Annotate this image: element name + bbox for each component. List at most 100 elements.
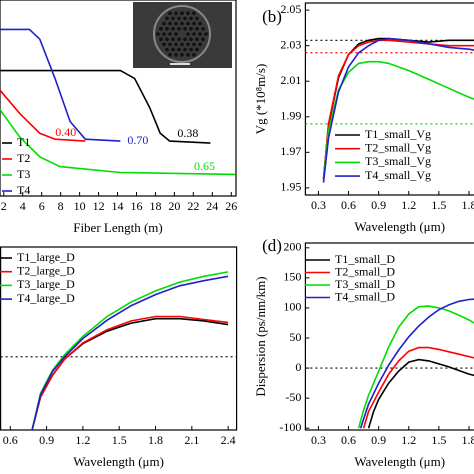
series-line bbox=[0, 109, 236, 176]
inset-hole bbox=[171, 27, 175, 31]
series-line bbox=[359, 298, 474, 429]
inset-hole bbox=[195, 16, 199, 21]
legend-label: T2_small_D bbox=[335, 264, 395, 278]
y-tick-label: 100 bbox=[283, 300, 301, 314]
x-tick-label: 0.6 bbox=[3, 433, 18, 447]
legend-label: T3_small_Vg bbox=[365, 154, 431, 168]
inset-hole bbox=[189, 37, 193, 41]
x-tick-label: 18 bbox=[149, 199, 161, 213]
inset-hole bbox=[168, 21, 172, 26]
inset-hole bbox=[186, 42, 190, 47]
x-tick-label: 22 bbox=[187, 199, 199, 213]
y-tick-label: 0 bbox=[295, 360, 301, 374]
x-tick-label: 8 bbox=[58, 199, 64, 213]
inset-hole bbox=[174, 32, 178, 36]
legend-label: T2 bbox=[17, 151, 30, 165]
inset-hole bbox=[192, 21, 196, 26]
legend-label: T3_small_D bbox=[335, 277, 395, 291]
plot-frame bbox=[0, 246, 238, 431]
x-tick-label: 1.2 bbox=[401, 433, 416, 447]
x-tick-label: 1.5 bbox=[431, 433, 446, 447]
inset-hole bbox=[201, 37, 205, 41]
series-line bbox=[362, 346, 474, 429]
y-tick-label: -100 bbox=[279, 420, 301, 434]
x-tick-label: 0.6 bbox=[341, 198, 356, 212]
inset-hole bbox=[192, 11, 196, 15]
inset-hole bbox=[174, 21, 178, 26]
series-line bbox=[367, 358, 474, 429]
series-line bbox=[0, 89, 86, 142]
series-line bbox=[0, 28, 121, 142]
y-tick-label: 150 bbox=[283, 270, 301, 284]
sem-inset bbox=[133, 2, 232, 68]
x-tick-label: 14 bbox=[112, 199, 124, 213]
y-tick-label: 50 bbox=[289, 330, 301, 344]
inset-hole bbox=[171, 37, 175, 41]
series-line bbox=[31, 315, 229, 430]
inset-hole bbox=[192, 42, 196, 47]
x-tick-label: 10 bbox=[74, 199, 86, 213]
x-tick-label: 1.8 bbox=[148, 433, 163, 447]
legend-label: T4 bbox=[17, 183, 30, 197]
inset-hole bbox=[168, 11, 172, 15]
inset-hole bbox=[174, 11, 178, 15]
series-line bbox=[0, 69, 211, 144]
plot-area bbox=[305, 37, 474, 183]
x-tick-label: 1.8 bbox=[461, 198, 474, 212]
y-tick-label: 2.05 bbox=[280, 2, 301, 16]
plot-area bbox=[0, 271, 237, 430]
x-tick-label: 0.9 bbox=[371, 198, 386, 212]
inset-hole bbox=[186, 11, 190, 15]
y-axis-label: Vg (*10⁸m/s) bbox=[253, 64, 268, 135]
legend-label: T2_large_D bbox=[17, 263, 75, 277]
inset-hole bbox=[198, 32, 202, 36]
series-end-label: 0.38 bbox=[177, 126, 198, 140]
legend-label: T4_small_D bbox=[335, 289, 395, 303]
series-line bbox=[31, 275, 229, 430]
inset-hole bbox=[174, 53, 178, 57]
x-tick-label: 6 bbox=[39, 199, 45, 213]
x-tick-label: 1.2 bbox=[75, 433, 90, 447]
inset-hole bbox=[186, 53, 190, 57]
inset-hole bbox=[183, 47, 187, 52]
inset-hole bbox=[159, 37, 163, 41]
inset-hole bbox=[180, 21, 184, 26]
inset-hole bbox=[198, 21, 202, 26]
y-tick-label: 2.01 bbox=[280, 73, 301, 87]
y-tick-label: 1.99 bbox=[280, 109, 301, 123]
inset-hole bbox=[198, 42, 202, 47]
inset-hole bbox=[189, 16, 193, 21]
inset-hole bbox=[171, 16, 175, 21]
plot-frame bbox=[304, 2, 474, 196]
y-axis-label: Dispersion (ps/nm/km) bbox=[253, 276, 268, 396]
x-tick-label: 26 bbox=[225, 199, 237, 213]
inset-hole bbox=[168, 42, 172, 47]
inset-hole bbox=[183, 16, 187, 21]
x-axis-label: Wavelength (μm) bbox=[73, 454, 164, 469]
inset-hole bbox=[177, 47, 181, 52]
inset-hole bbox=[162, 21, 166, 26]
panel-label: (d) bbox=[262, 236, 282, 255]
y-tick-label: -50 bbox=[285, 390, 301, 404]
inset-fiber bbox=[153, 5, 211, 63]
inset-hole bbox=[162, 42, 166, 47]
series-end-label: 0.70 bbox=[127, 133, 148, 147]
plot-area bbox=[0, 28, 236, 176]
series-line bbox=[322, 37, 474, 183]
legend-label: T1 bbox=[17, 135, 30, 149]
inset-hole bbox=[165, 16, 169, 21]
x-tick-label: 0.6 bbox=[341, 433, 356, 447]
legend-label: T1_large_D bbox=[17, 250, 75, 264]
inset-hole bbox=[174, 42, 178, 47]
x-tick-label: 24 bbox=[206, 199, 218, 213]
x-tick-label: 2 bbox=[1, 199, 7, 213]
inset-hole bbox=[195, 27, 199, 31]
inset-hole bbox=[183, 27, 187, 31]
legend-label: T4_large_D bbox=[17, 291, 75, 305]
x-tick-label: 1.8 bbox=[461, 433, 474, 447]
plot-frame bbox=[304, 242, 474, 431]
legend-label: T3 bbox=[17, 167, 30, 181]
legend-label: T1_small_Vg bbox=[365, 127, 431, 141]
x-tick-label: 0.3 bbox=[311, 433, 326, 447]
